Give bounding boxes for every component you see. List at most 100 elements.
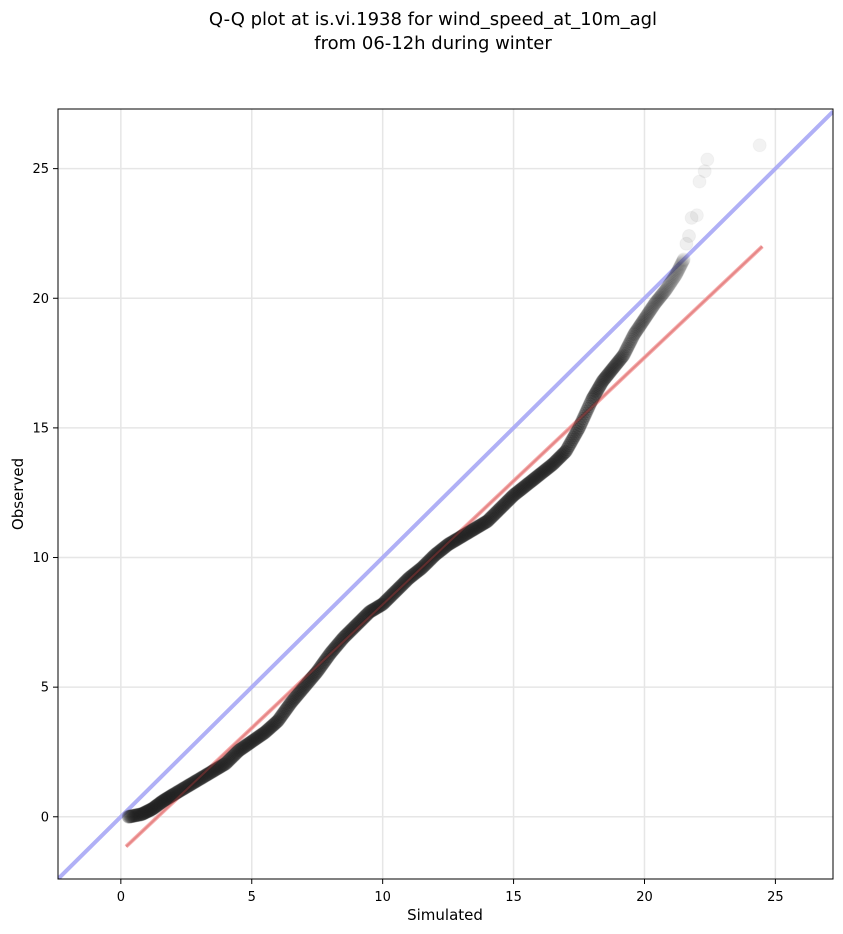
qq-point: [130, 808, 145, 823]
qq-point: [279, 701, 294, 716]
qq-point: [508, 486, 523, 501]
qq-point: [458, 527, 473, 542]
qq-point: [328, 639, 343, 654]
qq-point: [621, 337, 636, 352]
qq-point: [251, 730, 266, 745]
qq-point: [558, 444, 573, 459]
qq-point: [490, 504, 505, 519]
qq-point: [375, 597, 390, 612]
qq-point: [608, 358, 623, 373]
qq-point: [636, 313, 651, 328]
qq-point: [246, 733, 261, 748]
qq-point: [513, 483, 528, 498]
qq-point: [332, 636, 347, 651]
qq-point: [210, 761, 225, 776]
qq-point: [698, 164, 712, 178]
qq-point: [351, 615, 366, 630]
qq-point: [302, 673, 317, 688]
qq-point: [389, 583, 404, 598]
qq-point: [527, 471, 542, 486]
qq-point: [400, 572, 415, 587]
qq-point: [121, 809, 136, 824]
qq-point: [129, 808, 144, 823]
qq-point: [673, 258, 688, 273]
qq-point: [354, 612, 369, 627]
qq-point: [284, 695, 299, 710]
qq-point: [178, 780, 193, 795]
qq-point: [655, 286, 670, 301]
qq-point: [642, 304, 657, 319]
qq-point: [356, 611, 371, 626]
qq-point: [384, 588, 399, 603]
qq-point: [493, 501, 508, 516]
qq-point: [254, 727, 269, 742]
qq-point: [179, 779, 194, 794]
qq-point: [345, 622, 360, 637]
qq-point: [359, 608, 374, 623]
qq-point: [476, 516, 491, 531]
qq-point: [611, 354, 626, 369]
qq-point: [203, 765, 218, 780]
qq-point: [502, 492, 517, 507]
qq-point: [560, 442, 575, 457]
qq-point: [443, 536, 458, 551]
qq-point: [651, 292, 666, 307]
qq-point: [339, 627, 354, 642]
qq-point: [249, 731, 264, 746]
qq-point: [753, 138, 767, 152]
qq-point: [541, 460, 556, 475]
qq-point: [323, 646, 338, 661]
qq-point: [212, 760, 227, 775]
x-tick-label: 15: [505, 890, 522, 905]
qq-point: [410, 564, 425, 579]
qq-point: [347, 620, 362, 635]
qq-point: [516, 480, 531, 495]
qq-point: [406, 567, 421, 582]
qq-point: [357, 610, 372, 625]
qq-point: [269, 714, 284, 729]
qq-point: [317, 654, 332, 669]
qq-point: [181, 778, 196, 793]
qq-point: [566, 430, 581, 445]
qq-point: [263, 720, 278, 735]
qq-point: [587, 387, 602, 402]
qq-point: [369, 601, 384, 616]
qq-point: [308, 667, 323, 682]
qq-point: [545, 457, 560, 472]
qq-point: [639, 309, 654, 324]
qq-point: [138, 805, 153, 820]
qq-point: [398, 574, 413, 589]
qq-point: [238, 739, 253, 754]
qq-point: [594, 375, 609, 390]
qq-point: [205, 764, 220, 779]
qq-point: [630, 322, 645, 337]
qq-point: [288, 690, 303, 705]
qq-point: [599, 369, 614, 384]
qq-point: [226, 749, 241, 764]
qq-point: [395, 577, 410, 592]
qq-point: [591, 381, 606, 396]
qq-point: [234, 741, 249, 756]
qq-point: [670, 264, 685, 279]
qq-point: [215, 758, 230, 773]
qq-point: [301, 674, 316, 689]
qq-point: [657, 284, 672, 299]
qq-point: [137, 805, 152, 820]
qq-point: [201, 767, 216, 781]
qq-point: [180, 779, 195, 794]
qq-point: [392, 580, 407, 595]
qq-point: [700, 153, 714, 167]
qq-point: [572, 420, 587, 435]
qq-point: [377, 595, 392, 610]
qq-point: [322, 647, 337, 662]
qq-point: [585, 392, 600, 407]
qq-point: [393, 579, 408, 594]
qq-point: [485, 508, 500, 523]
qq-point: [620, 339, 635, 354]
qq-point: [614, 350, 629, 365]
qq-point: [330, 637, 345, 652]
x-tick-label: 10: [374, 890, 391, 905]
qq-point: [190, 773, 205, 788]
qq-point: [158, 792, 173, 807]
qq-point: [494, 500, 509, 515]
